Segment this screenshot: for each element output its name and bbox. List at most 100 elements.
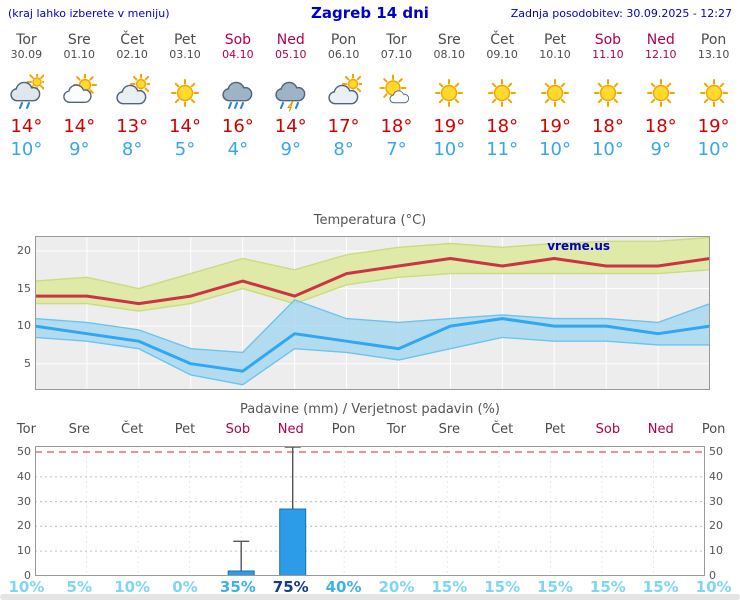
sunny-icon	[581, 74, 634, 112]
sunny-icon	[687, 74, 740, 112]
sunny-icon	[529, 74, 582, 112]
day-column-08.10[interactable]: Sre 08.10 19° 10°	[423, 33, 476, 161]
temperature-chart-title: Temperatura (°C)	[313, 213, 427, 228]
day-name-label: Tor	[386, 32, 407, 48]
precipitation-probability-row: 10% 5% 10% 0% 35% 75% 40% 20% 15% 15% 15% 15% 15% 10%	[0, 578, 740, 596]
precipitation-chart-title: Padavine (mm) / Verjetnost padavin (%)	[240, 402, 500, 417]
y-axis-tick-label: 5	[24, 356, 31, 370]
day-date-label: 09.10	[486, 48, 518, 61]
day-name-label: Pet	[544, 32, 567, 48]
y-axis-tick-label: 15	[17, 281, 31, 295]
precipitation-y-axis-left: 0 10 20 30 40 50	[9, 445, 31, 582]
max-temperature: 19°	[539, 116, 571, 137]
day-date-label: 01.10	[63, 48, 96, 61]
max-temperature: 19°	[433, 116, 466, 137]
day-date-label: 04.10	[222, 48, 254, 61]
day-name-label: Tor	[16, 32, 37, 48]
day-column-06.10[interactable]: Pon 06.10 17° 8°	[317, 33, 370, 161]
mostly-cloudy-icon	[317, 74, 370, 112]
precip-probability: 10%	[8, 578, 45, 596]
page-title: Zagreb 14 dni	[311, 4, 429, 22]
min-temperature: 8°	[121, 139, 143, 160]
y-axis-tick-label: 50	[17, 445, 31, 458]
day-column-11.10[interactable]: Sob 11.10 18° 10°	[581, 33, 634, 161]
day-column-02.10[interactable]: Čet 02.10 13° 8°	[106, 33, 159, 161]
min-temperature: 10°	[10, 139, 43, 160]
precip-probability: 10%	[114, 578, 151, 596]
day-name-label: Sre	[437, 32, 461, 48]
y-axis-tick-label: 20	[17, 244, 31, 257]
precip-day-label: Tor	[16, 422, 36, 437]
precip-day-label: Ned	[277, 422, 304, 437]
max-temperature: 14°	[63, 116, 96, 137]
min-temperature: 9°	[280, 139, 301, 160]
day-column-04.10[interactable]: Sob 04.10 16° 4°	[211, 33, 264, 161]
day-name-label: Pon	[700, 32, 727, 48]
precip-day-label: Sre	[438, 422, 460, 437]
day-name-label: Pon	[330, 32, 357, 48]
y-axis-tick-label: 10	[17, 319, 31, 333]
day-date-label: 10.10	[539, 48, 571, 61]
day-column-30.09[interactable]: Tor 30.09 14° 10°	[0, 33, 53, 161]
sunny-icon	[423, 74, 476, 112]
temperature-chart-canvas	[34, 236, 711, 390]
day-column-10.10[interactable]: Pet 10.10 19° 10°	[529, 33, 582, 161]
precip-day-label: Pon	[701, 422, 726, 437]
precip-probability: 20%	[378, 578, 415, 596]
precipitation-day-axis: Tor Sre Čet Pet Sob Ned Pon Tor Sre Čet Pet Sob Ned P…	[0, 422, 740, 437]
min-temperature: 9°	[69, 139, 90, 160]
precip-day-label: Pon	[331, 422, 356, 437]
max-temperature: 14°	[169, 116, 201, 137]
day-column-12.10[interactable]: Ned 12.10 18° 9°	[634, 33, 687, 161]
precip-probability: 15%	[589, 578, 626, 596]
showers-icon	[0, 74, 53, 112]
min-temperature: 4°	[227, 139, 249, 160]
precip-probability: 15%	[642, 578, 679, 596]
y-axis-tick-label: 0	[24, 569, 31, 582]
day-column-01.10[interactable]: Sre 01.10 14° 9°	[53, 33, 106, 161]
min-temperature: 9°	[650, 139, 671, 160]
mostly-cloudy-icon	[106, 74, 159, 112]
thunder-rain-icon	[264, 74, 317, 112]
precip-day-label: Čet	[491, 422, 514, 437]
watermark-link[interactable]: vreme.us	[547, 239, 610, 253]
max-temperature: 17°	[327, 116, 360, 137]
y-axis-tick-label: 30	[709, 494, 723, 508]
precip-probability: 5%	[66, 578, 93, 596]
max-temperature: 18°	[591, 116, 624, 137]
day-column-03.10[interactable]: Pet 03.10 14° 5°	[159, 33, 212, 161]
precipitation-chart-canvas	[34, 446, 706, 577]
day-date-label: 07.10	[380, 48, 413, 61]
max-temperature: 16°	[221, 116, 254, 137]
y-axis-tick-label: 40	[709, 469, 723, 483]
day-date-label: 08.10	[433, 48, 466, 61]
precip-day-label: Sob	[225, 422, 251, 437]
day-column-13.10[interactable]: Pon 13.10 19° 10°	[687, 33, 740, 161]
day-name-label: Sre	[67, 32, 91, 48]
y-axis-tick-label: 10	[709, 544, 723, 558]
precip-probability: 15%	[484, 578, 521, 596]
max-temperature: 18°	[380, 116, 413, 137]
horizontal-scrollbar[interactable]	[0, 594, 740, 600]
sunny-icon	[476, 74, 529, 112]
precip-day-label: Ned	[647, 422, 674, 437]
day-column-07.10[interactable]: Tor 07.10 18° 7°	[370, 33, 423, 161]
day-column-09.10[interactable]: Čet 09.10 18° 11°	[476, 33, 529, 161]
y-axis-tick-label: 10	[17, 544, 31, 558]
day-date-label: 13.10	[697, 48, 730, 61]
sunny-icon	[159, 74, 212, 112]
precip-probability: 15%	[537, 578, 573, 596]
precip-probability: 10%	[695, 578, 732, 596]
day-column-05.10[interactable]: Ned 05.10 14° 9°	[264, 33, 317, 161]
max-temperature: 13°	[116, 116, 149, 137]
day-date-label: 06.10	[327, 48, 360, 61]
temperature-y-axis: 5 10 15 20	[6, 236, 31, 390]
day-name-label: Sob	[594, 32, 622, 48]
min-temperature: 10°	[539, 139, 571, 160]
menu-hint: (kraj lahko izberete v meniju)	[8, 7, 170, 20]
precip-probability: 0%	[172, 578, 198, 596]
sunny-icon	[634, 74, 687, 112]
precip-day-label: Pet	[174, 422, 196, 437]
day-date-label: 05.10	[274, 48, 307, 61]
mostly-sunny-icon	[370, 74, 423, 112]
